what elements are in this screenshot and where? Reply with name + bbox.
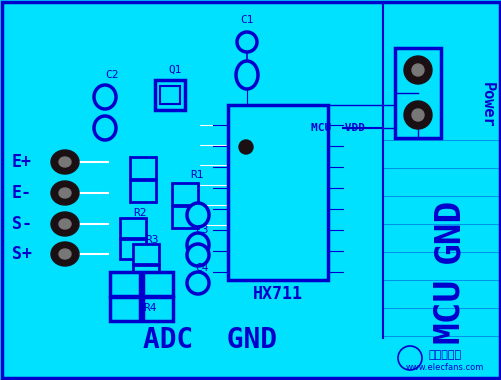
Circle shape xyxy=(238,140,253,154)
Ellipse shape xyxy=(235,61,258,89)
Ellipse shape xyxy=(187,233,208,257)
Ellipse shape xyxy=(51,242,79,266)
Text: ADC  GND: ADC GND xyxy=(143,326,277,354)
Text: E+: E+ xyxy=(12,153,32,171)
Bar xyxy=(120,218,146,238)
Text: Power: Power xyxy=(478,82,493,128)
Ellipse shape xyxy=(94,116,116,140)
Text: MCU: MCU xyxy=(430,277,464,343)
Ellipse shape xyxy=(187,203,208,227)
Ellipse shape xyxy=(59,157,71,167)
Ellipse shape xyxy=(51,212,79,236)
Ellipse shape xyxy=(59,249,71,259)
Text: R4: R4 xyxy=(143,303,156,313)
Ellipse shape xyxy=(59,188,71,198)
Ellipse shape xyxy=(51,150,79,174)
Ellipse shape xyxy=(59,219,71,229)
Text: R1: R1 xyxy=(190,170,203,180)
Bar xyxy=(160,86,180,104)
Ellipse shape xyxy=(236,32,257,52)
Bar xyxy=(133,265,159,285)
Text: GND: GND xyxy=(430,197,464,263)
Bar xyxy=(130,180,156,202)
Text: E-: E- xyxy=(12,184,32,202)
Ellipse shape xyxy=(187,272,208,294)
Circle shape xyxy=(403,101,431,129)
Ellipse shape xyxy=(94,85,116,109)
Bar xyxy=(394,48,440,138)
Text: www.elecfans.com: www.elecfans.com xyxy=(405,364,483,372)
Bar xyxy=(130,157,156,179)
Text: MCU  VDD: MCU VDD xyxy=(311,123,364,133)
Bar xyxy=(143,272,173,296)
Circle shape xyxy=(403,56,431,84)
Text: R3: R3 xyxy=(145,235,158,245)
Bar xyxy=(120,239,146,259)
Text: C2: C2 xyxy=(105,70,119,80)
Bar xyxy=(143,297,173,321)
Bar xyxy=(227,105,327,280)
Text: C3: C3 xyxy=(195,225,208,235)
Text: S+: S+ xyxy=(12,245,32,263)
Bar xyxy=(110,297,140,321)
Bar xyxy=(172,183,197,205)
Circle shape xyxy=(411,64,423,76)
Text: S-: S- xyxy=(12,215,32,233)
Bar xyxy=(155,80,185,110)
Ellipse shape xyxy=(51,181,79,205)
Circle shape xyxy=(411,109,423,121)
Circle shape xyxy=(397,346,421,370)
Bar xyxy=(172,206,197,228)
Bar xyxy=(133,244,159,264)
Ellipse shape xyxy=(187,244,208,266)
Text: R2: R2 xyxy=(133,208,146,218)
Text: Q1: Q1 xyxy=(168,65,181,75)
Text: C4: C4 xyxy=(195,263,208,273)
Text: 电子发烧友: 电子发烧友 xyxy=(427,350,460,360)
Text: HX711: HX711 xyxy=(253,285,303,303)
Text: C1: C1 xyxy=(240,15,253,25)
Bar xyxy=(110,272,140,296)
